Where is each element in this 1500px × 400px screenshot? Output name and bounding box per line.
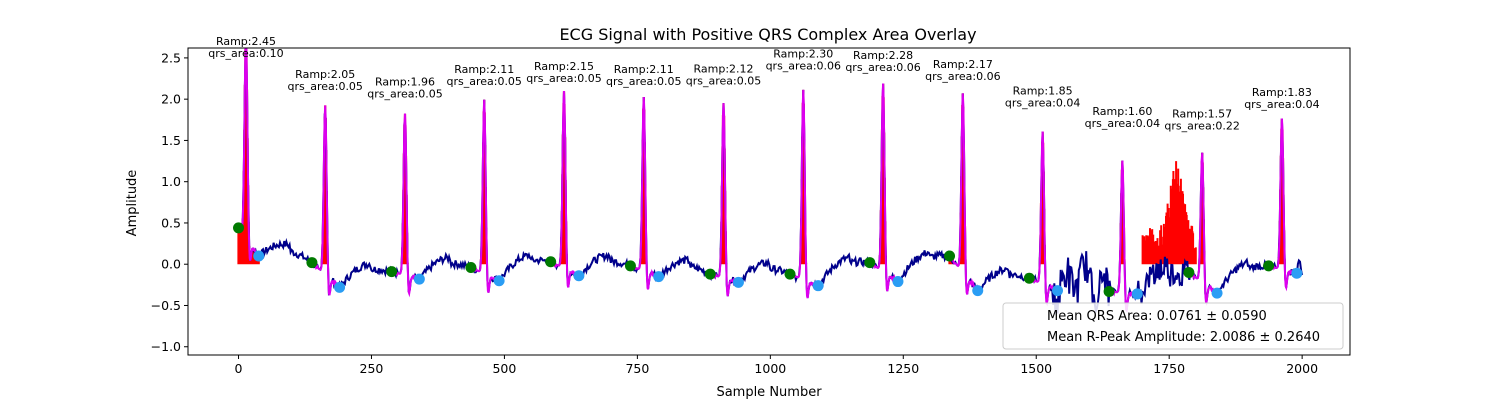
qrs-offset-marker — [972, 285, 984, 297]
qrs-area-label: qrs_area:0.05 — [606, 75, 681, 88]
qrs-area-label: qrs_area:0.05 — [287, 80, 362, 93]
legend-box — [1002, 302, 1344, 350]
qrs-area-label: qrs_area:0.04 — [1244, 98, 1319, 111]
r-peak-amplitude-label: Ramp:2.12 — [694, 62, 754, 75]
y-tick-label: −0.5 — [151, 298, 181, 313]
qrs-area-label: qrs_area:0.04 — [1085, 117, 1160, 130]
qrs-offset-marker — [253, 250, 265, 262]
r-peak-amplitude-label: Ramp:2.45 — [216, 35, 276, 48]
r-peak-amplitude-label: Ramp:2.11 — [454, 63, 514, 76]
qrs-area-label: qrs_area:0.06 — [845, 61, 920, 74]
x-tick-label: 1000 — [754, 361, 786, 376]
qrs-offset-marker — [1211, 287, 1223, 299]
x-tick-label: 500 — [492, 361, 516, 376]
qrs-area-label: qrs_area:0.04 — [1005, 97, 1080, 110]
qrs-onset-marker — [306, 257, 318, 269]
y-tick-label: 0.0 — [161, 257, 181, 272]
y-tick-label: 2.0 — [161, 92, 181, 107]
qrs-offset-marker — [413, 273, 425, 285]
qrs-onset-marker — [1183, 266, 1195, 278]
qrs-area-label: qrs_area:0.05 — [367, 87, 442, 100]
qrs-onset-marker — [545, 256, 557, 268]
r-peak-amplitude-label: Ramp:1.96 — [375, 75, 435, 88]
y-tick-label: 1.5 — [161, 133, 181, 148]
y-axis-label: Amplitude — [125, 170, 140, 237]
chart-title: ECG Signal with Positive QRS Complex Are… — [559, 25, 976, 44]
qrs-offset-marker — [653, 271, 665, 283]
qrs-offset-marker — [732, 276, 744, 288]
marker-layer — [233, 222, 1303, 300]
qrs-offset-marker — [1052, 285, 1064, 297]
qrs-offset-marker — [493, 275, 505, 287]
qrs-area-fill — [1141, 161, 1197, 265]
qrs-segment-line — [949, 93, 979, 295]
legend-entry-r-peak: Mean R-Peak Amplitude: 2.0086 ± 0.2640 — [1047, 330, 1320, 345]
r-peak-amplitude-label: Ramp:2.30 — [773, 47, 833, 60]
x-tick-label: 1250 — [887, 361, 919, 376]
qrs-area-label: qrs_area:0.05 — [686, 74, 761, 87]
qrs-offset-marker — [892, 276, 904, 288]
qrs-onset-marker — [1103, 285, 1115, 297]
qrs-area-layer — [237, 48, 1286, 265]
y-tick-label: 2.5 — [161, 50, 181, 65]
qrs-onset-marker — [233, 222, 245, 234]
qrs-offset-marker — [573, 270, 585, 282]
qrs-area-label: qrs_area:0.06 — [766, 59, 841, 72]
x-tick-label: 1500 — [1020, 361, 1052, 376]
qrs-segment-line — [310, 105, 340, 296]
r-peak-amplitude-label: Ramp:1.60 — [1092, 105, 1152, 118]
qrs-offset-marker — [812, 280, 824, 292]
qrs-area-label: qrs_area:0.22 — [1164, 120, 1239, 133]
qrs-area-label: qrs_area:0.05 — [526, 72, 601, 85]
r-peak-amplitude-label: Ramp:2.11 — [614, 63, 674, 76]
qrs-area-label: qrs_area:0.10 — [208, 47, 283, 60]
legend-entry-qrs-area: Mean QRS Area: 0.0761 ± 0.0590 — [1047, 309, 1267, 324]
qrs-onset-marker — [465, 262, 477, 274]
qrs-onset-marker — [704, 268, 716, 280]
qrs-onset-marker — [386, 266, 398, 278]
qrs-area-label: qrs_area:0.06 — [925, 70, 1000, 83]
x-axis-label: Sample Number — [716, 385, 822, 400]
qrs-offset-marker — [1291, 267, 1303, 279]
y-tick-label: 1.0 — [161, 174, 181, 189]
qrs-onset-marker — [1023, 272, 1035, 284]
r-peak-amplitude-label: Ramp:1.85 — [1013, 85, 1073, 98]
qrs-area-label: qrs_area:0.05 — [446, 75, 521, 88]
qrs-segment-line — [1187, 152, 1218, 306]
y-axis: −1.0 −0.5 0.0 0.5 1.0 1.5 2.0 2.5 — [151, 50, 188, 354]
qrs-onset-marker — [944, 250, 956, 262]
x-tick-label: 2000 — [1286, 361, 1318, 376]
qrs-onset-marker — [784, 268, 796, 280]
r-peak-amplitude-label: Ramp:2.28 — [853, 49, 913, 62]
qrs-offset-marker — [1131, 288, 1143, 300]
qrs-offset-marker — [334, 281, 346, 293]
x-axis: 0 250 500 750 1000 1250 1500 1750 2000 — [235, 355, 1318, 376]
x-tick-label: 250 — [360, 361, 384, 376]
r-peak-amplitude-label: Ramp:1.83 — [1252, 86, 1312, 99]
y-tick-label: 0.5 — [161, 215, 181, 230]
r-peak-amplitude-label: Ramp:2.17 — [933, 58, 993, 71]
qrs-segment-line — [709, 103, 739, 297]
annotation-layer: Ramp:2.45qrs_area:0.10Ramp:2.05qrs_area:… — [208, 35, 1319, 133]
qrs-segment-line — [789, 89, 820, 299]
x-tick-label: 1750 — [1153, 361, 1185, 376]
qrs-onset-marker — [624, 260, 636, 272]
r-peak-amplitude-label: Ramp:2.15 — [534, 60, 594, 73]
r-peak-amplitude-label: Ramp:2.05 — [295, 68, 355, 81]
qrs-onset-marker — [864, 257, 876, 269]
plot-frame — [187, 47, 1351, 356]
r-peak-amplitude-label: Ramp:1.57 — [1172, 108, 1232, 121]
x-tick-label: 0 — [235, 361, 243, 376]
x-tick-label: 750 — [625, 361, 649, 376]
legend: Mean QRS Area: 0.0761 ± 0.0590 Mean R-Pe… — [1002, 302, 1344, 350]
qrs-onset-marker — [1263, 260, 1275, 272]
y-tick-label: −1.0 — [151, 339, 181, 354]
